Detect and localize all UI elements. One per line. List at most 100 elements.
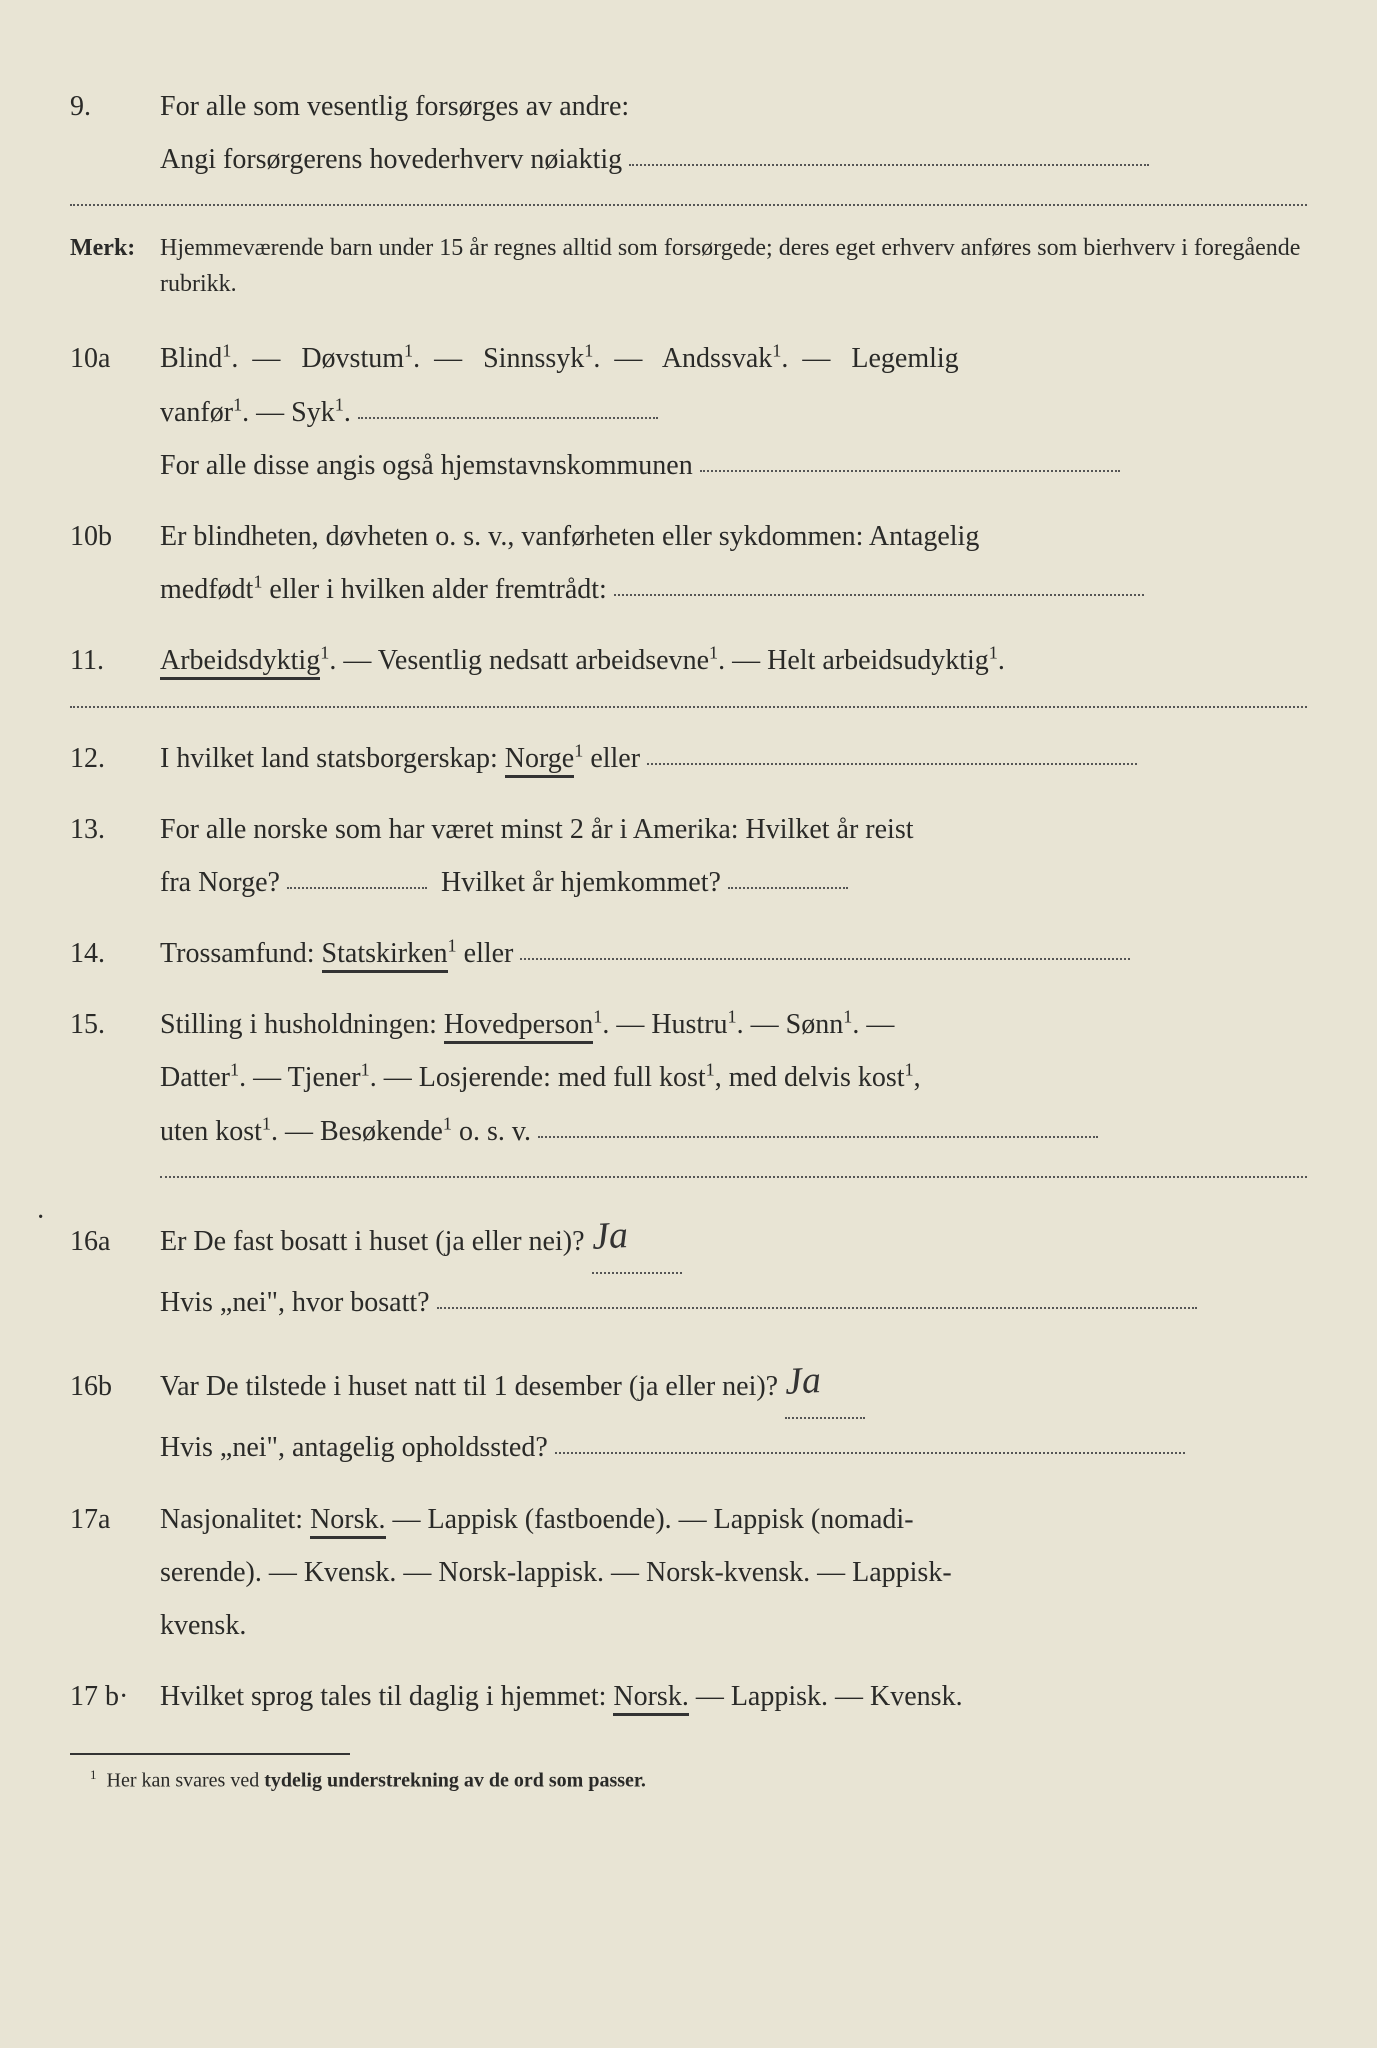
q9-number: 9. <box>70 80 160 133</box>
q13-number: 13. <box>70 803 160 856</box>
q13-blank1 <box>287 887 427 889</box>
footnote-rule <box>70 1753 350 1755</box>
q15-uten: uten kost <box>160 1116 262 1147</box>
q13-line2a: fra Norge? <box>160 867 280 898</box>
q10b-line2b: eller i hvilken alder fremtrådt: <box>269 574 606 605</box>
question-17b: 17 b· Hvilket sprog tales til daglig i h… <box>70 1670 1307 1723</box>
q15-blank <box>538 1136 1098 1138</box>
q9-line2: Angi forsørgerens hovederhverv nøiaktig <box>160 144 622 175</box>
q10a-blank1 <box>358 417 658 419</box>
q16a-answer-ja: Ja <box>590 1199 630 1273</box>
q15-hustru: Hustru <box>651 1009 727 1040</box>
q15-losjerende: Losjerende: med full kost <box>419 1062 706 1093</box>
q13-line2b: Hvilket år hjemkommet? <box>441 867 721 898</box>
q16b-content: Var De tilstede i huset natt til 1 desem… <box>160 1347 1307 1474</box>
question-17a: 17a Nasjonalitet: Norsk. — Lappisk (fast… <box>70 1493 1307 1653</box>
q10b-medfodt: medfødt <box>160 574 253 605</box>
q14-pre: Trossamfund: <box>160 938 322 969</box>
question-12: 12. I hvilket land statsborgerskap: Norg… <box>70 732 1307 785</box>
footnote: 1 Her kan svares ved tydelig understrekn… <box>70 1767 1307 1793</box>
q17b-content: Hvilket sprog tales til daglig i hjemmet… <box>160 1670 1307 1723</box>
q17a-mid1: — Lappisk (fastboende). — Lappisk (nomad… <box>393 1504 914 1535</box>
merk-text: Hjemmeværende barn under 15 år regnes al… <box>160 230 1307 302</box>
q11-arbeidsdyktig: Arbeidsdyktig <box>160 645 320 680</box>
separator-after-15 <box>160 1176 1307 1178</box>
q17b-pre: Hvilket sprog tales til daglig i hjemmet… <box>160 1681 613 1712</box>
q14-blank <box>520 958 1130 960</box>
q10a-line3: For alle disse angis også hjemstavnskomm… <box>160 450 693 481</box>
q15-delvis: med delvis kost <box>729 1062 905 1093</box>
q12-content: I hvilket land statsborgerskap: Norge1 e… <box>160 732 1307 785</box>
q14-content: Trossamfund: Statskirken1 eller <box>160 927 1307 980</box>
question-14: 14. Trossamfund: Statskirken1 eller <box>70 927 1307 980</box>
separator-after-9 <box>70 204 1307 206</box>
q11-mid: — Vesentlig nedsatt arbeidsevne <box>343 645 709 676</box>
question-15: 15. Stilling i husholdningen: Hovedperso… <box>70 998 1307 1158</box>
q17b-post: — Lappisk. — Kvensk. <box>696 1681 963 1712</box>
q15-sonn: Sønn <box>786 1009 844 1040</box>
q17a-content: Nasjonalitet: Norsk. — Lappisk (fastboen… <box>160 1493 1307 1653</box>
q12-post: eller <box>590 743 640 774</box>
question-16b: 16b Var De tilstede i huset natt til 1 d… <box>70 1347 1307 1474</box>
footnote-pre: Her kan svares ved <box>107 1770 265 1792</box>
q16a-ans-fill: Ja <box>592 1200 682 1274</box>
merk-label: Merk: <box>70 230 160 266</box>
question-16a: 16a Er De fast bosatt i huset (ja eller … <box>70 1202 1307 1329</box>
q11-content: Arbeidsdyktig1. — Vesentlig nedsatt arbe… <box>160 634 1307 687</box>
q16b-blank2 <box>555 1452 1185 1454</box>
q17a-line2: serende). — Kvensk. — Norsk-lappisk. — N… <box>160 1557 952 1588</box>
q15-pre: Stilling i husholdningen: <box>160 1009 444 1040</box>
q15-content: Stilling i husholdningen: Hovedperson1. … <box>160 998 1307 1158</box>
q16b-answer-ja: Ja <box>783 1344 823 1418</box>
q12-norge: Norge <box>505 743 574 778</box>
q10a-number: 10a <box>70 332 160 385</box>
footnote-bold: tydelig understrekning av de ord som pas… <box>264 1770 646 1792</box>
q10a-blank2 <box>700 470 1120 472</box>
q15-besokende: Besøkende <box>320 1116 443 1147</box>
q11-end: — Helt arbeidsudyktig <box>732 645 989 676</box>
q10a-vanfor: vanfør <box>160 397 233 428</box>
q17a-line3: kvensk. <box>160 1610 246 1641</box>
footnote-sup: 1 <box>90 1767 97 1782</box>
merk-note: Merk: Hjemmeværende barn under 15 år reg… <box>70 230 1307 302</box>
q15-hovedperson: Hovedperson <box>444 1009 593 1044</box>
q10b-number: 10b <box>70 510 160 563</box>
q16b-number: 16b <box>70 1360 160 1413</box>
q15-datter: Datter <box>160 1062 230 1093</box>
q15-osv: o. s. v. <box>459 1116 531 1147</box>
q14-number: 14. <box>70 927 160 980</box>
question-13: 13. For alle norske som har været minst … <box>70 803 1307 909</box>
q16b-line1: Var De tilstede i huset natt til 1 desem… <box>160 1371 778 1402</box>
separator-after-11 <box>70 706 1307 708</box>
q17a-number: 17a <box>70 1493 160 1546</box>
q9-blank <box>629 164 1149 166</box>
q10a-opt-andssvak: Andssvak <box>662 343 772 374</box>
q17b-norsk: Norsk. <box>613 1681 688 1716</box>
q12-pre: I hvilket land statsborgerskap: <box>160 743 505 774</box>
q10a-opt-sinnssyk: Sinnssyk <box>483 343 584 374</box>
q17b-number: 17 b· <box>70 1670 160 1723</box>
q16a-number: 16a <box>70 1215 160 1268</box>
q15-tjener: Tjener <box>288 1062 361 1093</box>
q16a-line1: Er De fast bosatt i huset (ja eller nei)… <box>160 1226 585 1257</box>
q13-line1: For alle norske som har været minst 2 år… <box>160 814 914 845</box>
q13-blank2 <box>728 887 848 889</box>
q16a-blank2 <box>437 1307 1197 1309</box>
q16b-line2: Hvis „nei", antagelig opholdssted? <box>160 1432 548 1463</box>
q10a-content: Blind1. — Døvstum1. — Sinnssyk1. — Andss… <box>160 332 1307 492</box>
q17a-norsk: Norsk. <box>310 1504 385 1539</box>
q16a-content: Er De fast bosatt i huset (ja eller nei)… <box>160 1202 1307 1329</box>
question-9: 9. For alle som vesentlig forsørges av a… <box>70 80 1307 186</box>
q14-statskirken: Statskirken <box>322 938 448 973</box>
q10b-blank <box>614 594 1144 596</box>
q10a-syk: Syk <box>291 397 335 428</box>
q16b-ans-fill: Ja <box>785 1345 865 1419</box>
q16a-line2: Hvis „nei", hvor bosatt? <box>160 1287 430 1318</box>
question-11: 11. Arbeidsdyktig1. — Vesentlig nedsatt … <box>70 634 1307 687</box>
question-10b: 10b Er blindheten, døvheten o. s. v., va… <box>70 510 1307 616</box>
q12-blank <box>647 763 1137 765</box>
q15-number: 15. <box>70 998 160 1051</box>
q10b-line1: Er blindheten, døvheten o. s. v., vanfør… <box>160 521 979 552</box>
q12-number: 12. <box>70 732 160 785</box>
hanging-dot-16a: · <box>36 1202 45 1234</box>
